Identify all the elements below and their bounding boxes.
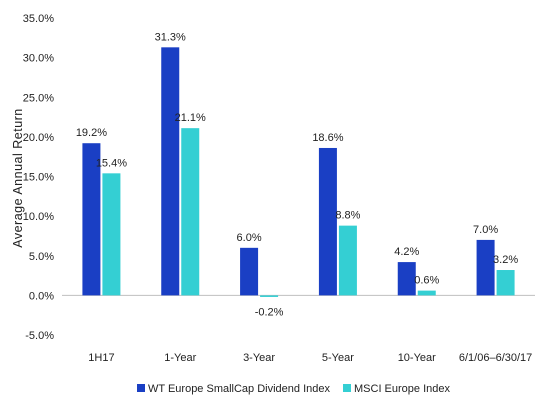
category-label: 1H17	[88, 352, 114, 364]
category-label: 3-Year	[243, 352, 275, 364]
y-tick-label: 10.0%	[23, 211, 54, 223]
data-label: 31.3%	[155, 31, 186, 43]
y-tick-label: 0.0%	[29, 290, 54, 302]
y-tick-label: 25.0%	[23, 92, 54, 104]
bar	[260, 295, 279, 297]
bar	[102, 173, 121, 296]
y-axis-ticks: -5.0% 0.0% 5.0% 10.0% 15.0% 20.0% 25.0% 30.0% 35…	[23, 13, 54, 342]
y-tick-label: 5.0%	[29, 251, 54, 263]
category-labels: 1H17 1-Year 3-Year 5-Year 10-Year 6/1/06–6/30…	[88, 352, 532, 364]
bar	[240, 247, 259, 296]
category-label: 10-Year	[398, 352, 436, 364]
category-label: 5-Year	[322, 352, 354, 364]
data-label: 7.0%	[473, 224, 498, 236]
legend-swatch	[343, 384, 351, 392]
bar	[417, 290, 436, 296]
legend-label: WT Europe SmallCap Dividend Index	[148, 383, 330, 395]
bar	[318, 147, 337, 296]
data-label: -0.2%	[255, 306, 284, 318]
bar	[397, 262, 416, 296]
legend-swatch	[137, 384, 145, 392]
bars-group	[82, 47, 515, 297]
data-label: 15.4%	[96, 157, 127, 169]
legend: WT Europe SmallCap Dividend Index MSCI Eu…	[137, 383, 450, 395]
bar	[161, 47, 180, 296]
y-tick-label: 15.0%	[23, 172, 54, 184]
data-label: 0.6%	[414, 275, 439, 287]
category-label: 6/1/06–6/30/17	[459, 352, 532, 364]
data-label: 21.1%	[175, 112, 206, 124]
data-label: 6.0%	[237, 232, 262, 244]
y-tick-label: 30.0%	[23, 53, 54, 65]
bar	[476, 239, 495, 296]
y-tick-label: 35.0%	[23, 13, 54, 25]
legend-label: MSCI Europe Index	[354, 383, 450, 395]
bar	[181, 128, 200, 296]
y-tick-label: -5.0%	[25, 330, 54, 342]
data-label: 4.2%	[394, 246, 419, 258]
category-label: 1-Year	[164, 352, 196, 364]
data-label: 3.2%	[493, 254, 518, 266]
bar	[82, 143, 101, 296]
data-labels-group: 19.2% 15.4% 31.3% 21.1% 6.0% -0.2% 18.6% 8.8% 4.…	[76, 31, 519, 318]
data-label: 19.2%	[76, 127, 107, 139]
data-label: 18.6%	[312, 132, 343, 144]
y-axis-label: Average Annual Return	[11, 108, 25, 248]
bar	[496, 270, 515, 296]
bar	[338, 225, 357, 296]
y-tick-label: 20.0%	[23, 132, 54, 144]
data-label: 8.8%	[335, 210, 360, 222]
